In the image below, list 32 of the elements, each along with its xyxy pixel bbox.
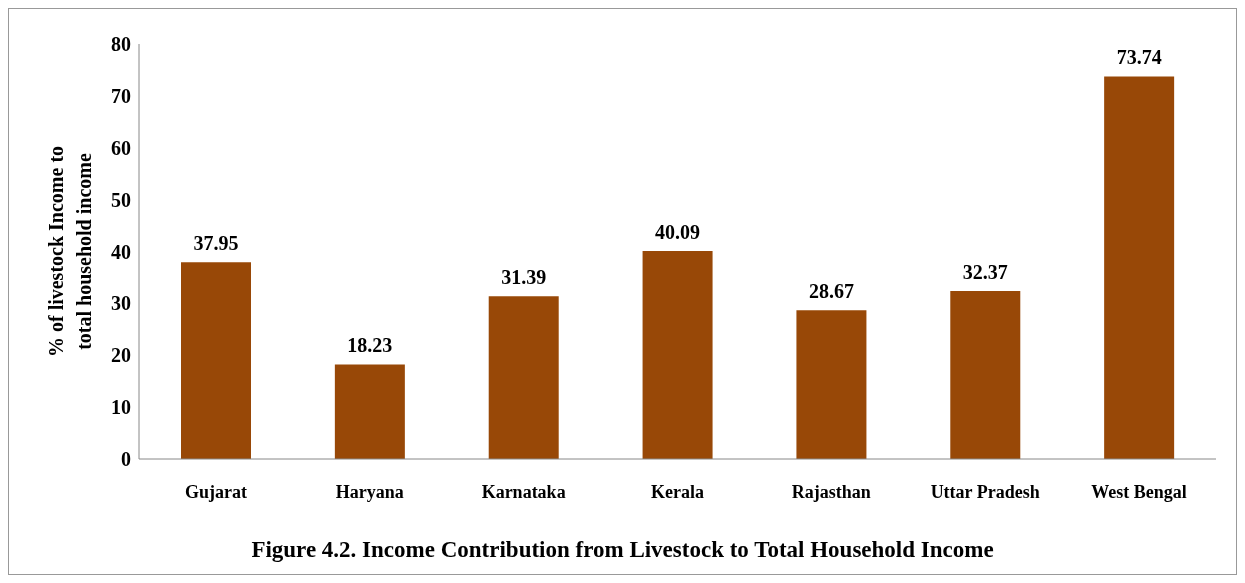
x-tick-label: Kerala <box>651 481 704 502</box>
y-tick-label: 60 <box>111 136 131 159</box>
data-label: 28.67 <box>808 280 854 303</box>
data-label: 31.39 <box>501 266 547 289</box>
y-tick-label: 30 <box>111 292 131 315</box>
y-tick-label: 40 <box>111 240 131 263</box>
bar <box>796 310 867 459</box>
y-tick-label: 50 <box>111 188 131 211</box>
x-tick-label: Haryana <box>335 481 404 502</box>
y-tick-label: 10 <box>111 396 131 419</box>
data-label: 32.37 <box>962 261 1008 284</box>
bar <box>950 291 1021 459</box>
y-tick-label: 20 <box>111 344 131 367</box>
x-tick-label: Gujarat <box>184 481 247 502</box>
y-axis-title: % of livestock Income to total household income <box>45 145 95 358</box>
x-tick-label: West Bengal <box>1091 481 1187 502</box>
bar <box>488 296 559 459</box>
bar <box>1104 76 1175 459</box>
bar <box>642 251 713 459</box>
y-tick-label: 70 <box>111 84 131 107</box>
x-tick-label: Rajasthan <box>791 481 871 502</box>
bar <box>334 364 405 459</box>
data-label: 37.95 <box>193 232 239 255</box>
data-label: 18.23 <box>347 334 393 357</box>
data-label: 40.09 <box>655 221 701 244</box>
x-tick-label: Karnataka <box>481 481 566 502</box>
x-tick-label: Uttar Pradesh <box>930 481 1040 502</box>
text: Figure 4.2. Income Contribution from Livestock to Total Household Income <box>250 537 995 563</box>
bar <box>181 262 251 459</box>
y-tick-label: 80 <box>111 33 131 56</box>
y-tick-label: 0 <box>121 448 131 471</box>
data-label: 73.74 <box>1116 46 1162 69</box>
